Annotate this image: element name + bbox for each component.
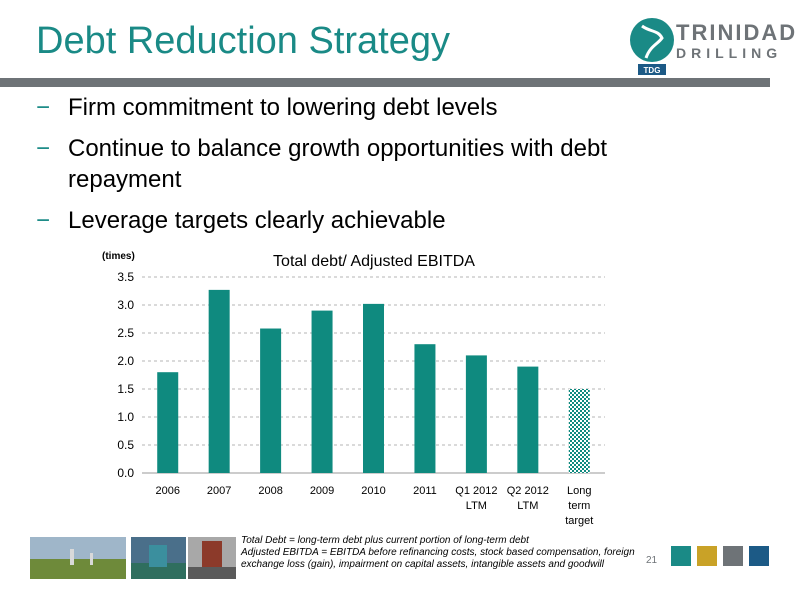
y-tick-label: 2.5 <box>117 326 134 340</box>
x-tick-label: LTM <box>466 500 487 512</box>
y-tick-label: 1.0 <box>117 410 134 424</box>
bullet-marker: − <box>36 207 51 234</box>
footnote-adjusted-ebitda: Adjusted EBITDA = EBITDA before refinanc… <box>241 547 635 570</box>
bullet-item: − Continue to balance growth opportunitie… <box>36 135 608 193</box>
y-tick-label: 1.5 <box>117 382 134 396</box>
bar <box>260 328 282 473</box>
bar <box>311 310 333 473</box>
bar <box>157 372 179 473</box>
page-number: 21 <box>646 555 658 566</box>
bar <box>208 289 230 473</box>
title-divider <box>0 78 770 87</box>
landscape-photo <box>30 537 126 579</box>
bullet-item: − Firm commitment to lowering debt levels <box>36 94 498 121</box>
color-square-gold <box>697 546 717 566</box>
x-tick-label: Q1 2012 <box>455 485 497 497</box>
x-tick-label: 2006 <box>155 485 179 497</box>
y-tick-label: 3.5 <box>117 270 134 284</box>
bullet-marker: − <box>36 94 51 121</box>
rig-photo <box>131 537 186 579</box>
x-tick-label: Q2 2012 <box>507 485 549 497</box>
footnote: Total Debt = long-term debt plus current… <box>241 535 646 571</box>
x-tick-label: term <box>568 500 590 512</box>
x-tick-label: 2008 <box>258 485 282 497</box>
x-tick-label: 2011 <box>413 485 437 497</box>
bullet-item: − Leverage targets clearly achievable <box>36 207 446 234</box>
y-tick-label: 3.0 <box>117 298 134 312</box>
x-tick-label: 2009 <box>310 485 334 497</box>
bullet-marker: − <box>36 135 51 162</box>
y-tick-label: 0.5 <box>117 438 134 452</box>
leverage-bar-chart: Total debt/ Adjusted EBITDA (times) 0.0 0.5… <box>102 251 605 527</box>
chart-title: Total debt/ Adjusted EBITDA <box>273 253 475 270</box>
color-square-blue <box>749 546 769 566</box>
bar <box>465 355 487 473</box>
bar <box>363 303 384 473</box>
logo-line1: TRINIDAD <box>676 20 798 45</box>
footnote-total-debt: Total Debt = long-term debt plus current… <box>241 535 529 546</box>
x-tick-label: 2007 <box>207 485 231 497</box>
color-square-teal <box>671 546 691 566</box>
y-tick-label: 0.0 <box>117 466 134 480</box>
bar <box>568 389 590 473</box>
x-tick-label: LTM <box>517 500 538 512</box>
x-tick-label: target <box>565 515 593 527</box>
bar <box>517 366 539 473</box>
x-tick-label: Long <box>567 485 591 497</box>
x-tick-label: 2010 <box>361 485 385 497</box>
color-square-grey <box>723 546 743 566</box>
slide-title: Debt Reduction Strategy <box>36 20 451 62</box>
bar <box>414 344 436 473</box>
trinidad-logo: TDG <box>630 18 674 75</box>
y-axis-label: (times) <box>102 251 135 262</box>
rig-worker-photo <box>188 537 236 579</box>
bullet-list: − Firm commitment to lowering debt levels… <box>36 92 636 246</box>
y-tick-label: 2.0 <box>117 354 134 368</box>
logo-badge: TDG <box>644 66 661 75</box>
logo-line2: DRILLING <box>676 45 783 61</box>
